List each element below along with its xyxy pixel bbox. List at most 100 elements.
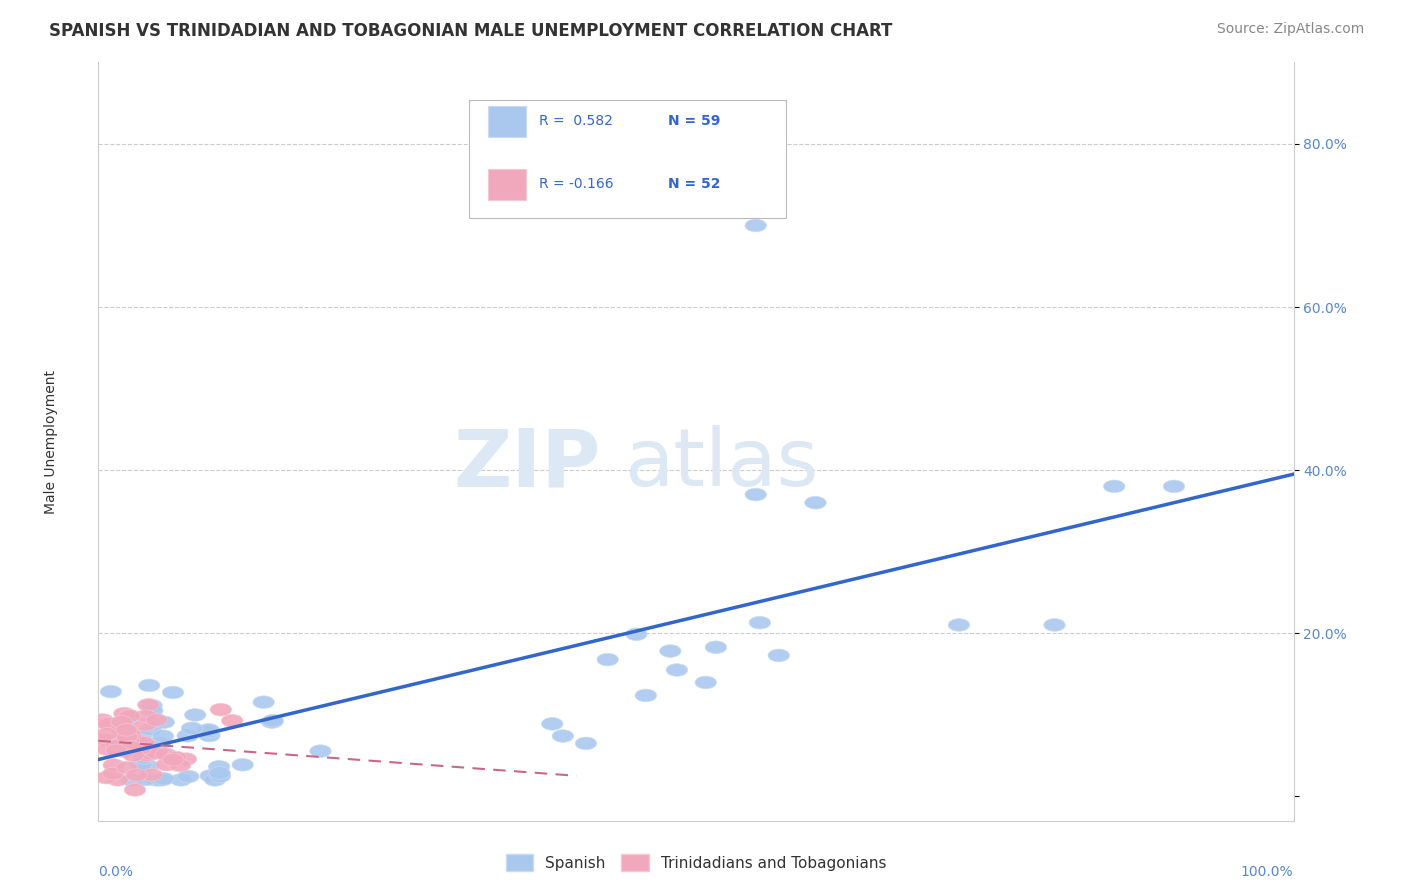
Ellipse shape (1043, 619, 1066, 632)
Ellipse shape (127, 734, 148, 747)
Ellipse shape (152, 730, 174, 742)
Ellipse shape (163, 754, 184, 766)
Ellipse shape (110, 739, 131, 751)
Ellipse shape (134, 751, 155, 764)
Ellipse shape (948, 619, 970, 632)
Ellipse shape (598, 653, 619, 666)
Ellipse shape (176, 753, 197, 765)
Ellipse shape (200, 770, 221, 782)
Ellipse shape (262, 715, 283, 729)
Ellipse shape (97, 717, 120, 731)
Ellipse shape (169, 759, 191, 772)
Ellipse shape (128, 740, 150, 753)
Ellipse shape (745, 219, 766, 232)
Ellipse shape (135, 718, 156, 731)
Ellipse shape (198, 730, 221, 742)
Ellipse shape (156, 758, 177, 771)
Ellipse shape (141, 768, 163, 781)
Ellipse shape (146, 747, 167, 759)
Ellipse shape (136, 760, 159, 772)
Ellipse shape (117, 726, 139, 739)
Ellipse shape (146, 714, 167, 726)
Ellipse shape (131, 743, 152, 756)
Ellipse shape (139, 723, 162, 736)
Ellipse shape (115, 716, 136, 730)
Ellipse shape (100, 685, 122, 698)
Ellipse shape (107, 773, 128, 786)
Ellipse shape (124, 783, 146, 797)
Ellipse shape (135, 773, 157, 786)
Text: Male Unemployment: Male Unemployment (44, 369, 58, 514)
Ellipse shape (184, 708, 207, 722)
Ellipse shape (120, 728, 142, 740)
Ellipse shape (118, 735, 139, 747)
Ellipse shape (105, 744, 128, 756)
Text: ZIP: ZIP (453, 425, 600, 503)
Ellipse shape (232, 758, 253, 771)
Ellipse shape (626, 628, 647, 640)
Ellipse shape (706, 641, 727, 654)
Ellipse shape (768, 649, 790, 662)
Ellipse shape (749, 616, 770, 629)
Ellipse shape (103, 736, 124, 748)
Ellipse shape (111, 723, 132, 735)
Ellipse shape (209, 703, 232, 716)
Ellipse shape (117, 761, 138, 774)
Ellipse shape (96, 743, 118, 756)
Ellipse shape (139, 747, 162, 760)
Ellipse shape (122, 749, 145, 762)
Text: 0.0%: 0.0% (98, 865, 134, 880)
Ellipse shape (103, 759, 124, 772)
Ellipse shape (745, 488, 766, 500)
FancyBboxPatch shape (488, 106, 526, 136)
Text: R = -0.166: R = -0.166 (540, 178, 614, 192)
Ellipse shape (114, 707, 135, 720)
Ellipse shape (138, 679, 160, 691)
Ellipse shape (666, 664, 688, 676)
Ellipse shape (197, 725, 219, 738)
Ellipse shape (166, 751, 187, 764)
Ellipse shape (135, 710, 156, 723)
Ellipse shape (131, 730, 152, 742)
Ellipse shape (97, 728, 118, 740)
Ellipse shape (1104, 480, 1125, 492)
Ellipse shape (145, 773, 167, 786)
Text: Source: ZipAtlas.com: Source: ZipAtlas.com (1216, 22, 1364, 37)
Ellipse shape (177, 730, 198, 742)
Ellipse shape (150, 773, 172, 786)
Ellipse shape (105, 739, 127, 751)
Ellipse shape (108, 721, 131, 733)
Ellipse shape (541, 717, 562, 731)
Ellipse shape (127, 769, 148, 781)
Ellipse shape (155, 748, 177, 761)
Ellipse shape (142, 705, 163, 717)
Text: SPANISH VS TRINIDADIAN AND TOBAGONIAN MALE UNEMPLOYMENT CORRELATION CHART: SPANISH VS TRINIDADIAN AND TOBAGONIAN MA… (49, 22, 893, 40)
Ellipse shape (209, 767, 231, 780)
Legend: Spanish, Trinidadians and Tobagonians: Spanish, Trinidadians and Tobagonians (499, 847, 893, 878)
Ellipse shape (636, 690, 657, 702)
Ellipse shape (96, 716, 117, 729)
Text: N = 52: N = 52 (668, 178, 721, 192)
Ellipse shape (309, 745, 332, 757)
Ellipse shape (804, 496, 827, 509)
Ellipse shape (209, 770, 231, 782)
Ellipse shape (114, 732, 135, 745)
Text: N = 59: N = 59 (668, 114, 721, 128)
Ellipse shape (575, 737, 596, 749)
Ellipse shape (153, 716, 174, 729)
Ellipse shape (131, 758, 152, 771)
Ellipse shape (153, 772, 174, 785)
FancyBboxPatch shape (488, 169, 526, 200)
Ellipse shape (134, 737, 155, 749)
Ellipse shape (198, 723, 219, 736)
Ellipse shape (110, 721, 131, 733)
Ellipse shape (111, 715, 132, 728)
Ellipse shape (91, 714, 114, 726)
Ellipse shape (121, 773, 142, 786)
Ellipse shape (262, 714, 284, 727)
Ellipse shape (181, 722, 202, 735)
Ellipse shape (103, 767, 124, 780)
Ellipse shape (208, 760, 231, 773)
Ellipse shape (177, 770, 200, 783)
Ellipse shape (162, 686, 184, 698)
